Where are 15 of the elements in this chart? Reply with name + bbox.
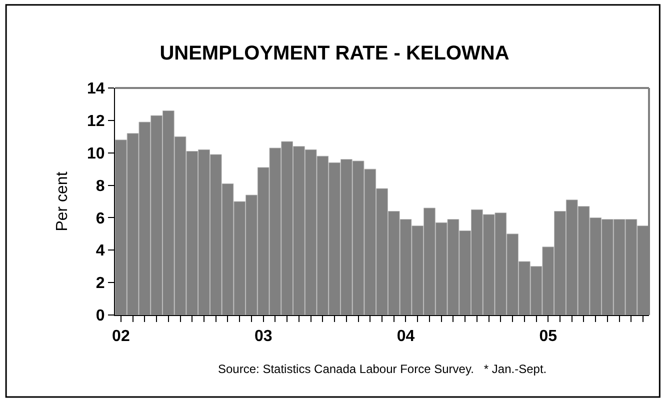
x-tick-label: 02: [112, 328, 130, 346]
x-tick-label: 05: [539, 328, 558, 346]
source-note: Source: Statistics Canada Labour Force Survey. * Jan.-Sept.: [218, 362, 547, 376]
y-tick-label: 8: [96, 178, 105, 195]
y-tick-label: 4: [96, 242, 105, 260]
y-tick-label: 14: [87, 80, 105, 98]
chart-title: UNEMPLOYMENT RATE - KELOWNA: [160, 42, 510, 64]
y-tick-label: 0: [96, 308, 105, 325]
y-tick-label: 12: [87, 113, 105, 130]
y-tick-label: 10: [87, 145, 105, 162]
y-tick-label: 2: [96, 275, 105, 292]
x-tick-label: 03: [254, 328, 272, 346]
y-tick-label: 6: [96, 210, 105, 228]
y-axis-title: Per cent: [54, 171, 71, 232]
x-tick-label: 04: [396, 328, 415, 346]
